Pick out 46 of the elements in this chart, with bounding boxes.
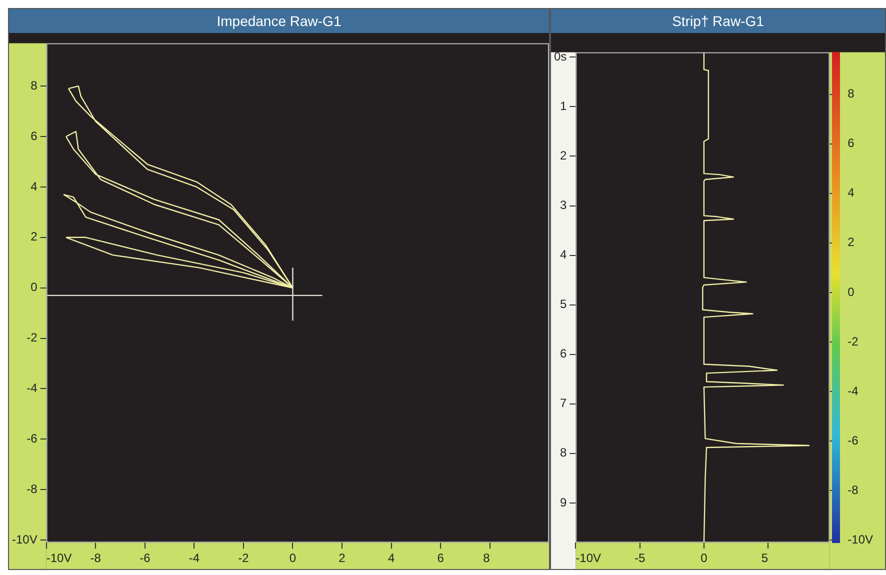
x-tick-label: -10V xyxy=(576,551,602,566)
y-tick-label: 8 xyxy=(560,446,567,460)
y-tick-label: -6 xyxy=(26,432,38,446)
y2-tick-label: -4 xyxy=(848,384,859,398)
x-tick-label: 4 xyxy=(388,551,395,566)
y-tick-label: -10V xyxy=(12,532,38,546)
y-tick-label: 7 xyxy=(560,396,567,410)
y-tick-label: -8 xyxy=(26,482,38,496)
y2-tick-label: 8 xyxy=(848,86,855,101)
x-tick-label: -8 xyxy=(90,551,102,566)
x-tick-label: 5 xyxy=(761,551,768,566)
y-tick-label: 1 xyxy=(560,99,567,113)
x-tick-label: 8 xyxy=(483,551,490,566)
y-tick-label: 2 xyxy=(560,148,567,163)
x-tick-label: 6 xyxy=(437,551,444,566)
y2-tick-label: 4 xyxy=(848,186,855,200)
y-tick-label: 6 xyxy=(30,128,38,143)
y-tick-label: 9 xyxy=(560,495,567,510)
x-tick-label: -6 xyxy=(140,551,151,566)
y2-tick-label: -8 xyxy=(848,482,859,497)
x-tick-label: -4 xyxy=(188,551,200,566)
y-tick-label: 5 xyxy=(560,297,567,312)
y-tick-label: 0 xyxy=(30,280,38,294)
y-tick-label: 3 xyxy=(560,198,567,212)
y2-tick-label: 6 xyxy=(848,136,855,150)
y-tick-label: 4 xyxy=(30,179,38,194)
y-tick-label: 2 xyxy=(30,230,38,244)
y2-tick-label: 2 xyxy=(848,235,855,250)
y-tick-label: 6 xyxy=(560,346,567,361)
y-tick-label: 0s xyxy=(554,49,567,64)
y-tick-label: 8 xyxy=(30,78,38,92)
y2-tick-label: 0 xyxy=(848,284,855,299)
x-tick-label: -5 xyxy=(634,551,646,566)
x-tick-label: 2 xyxy=(338,551,346,566)
chart-title: Impedance Raw-G1 xyxy=(9,9,549,33)
x-tick-label: 0 xyxy=(289,551,296,566)
y-tick-label: -4 xyxy=(26,381,38,396)
x-tick-label: -2 xyxy=(238,551,250,566)
y2-tick-label: -6 xyxy=(848,433,859,448)
y2-tick-label: -10V xyxy=(848,532,874,546)
y-tick-label: 4 xyxy=(560,248,567,262)
x-tick-label: 0 xyxy=(700,551,708,566)
y-tick-label: -2 xyxy=(26,330,38,345)
x-tick-label: -10V xyxy=(46,551,72,566)
chart-title: Strip† Raw-G1 xyxy=(551,9,885,33)
y2-tick-label: -2 xyxy=(848,334,859,348)
